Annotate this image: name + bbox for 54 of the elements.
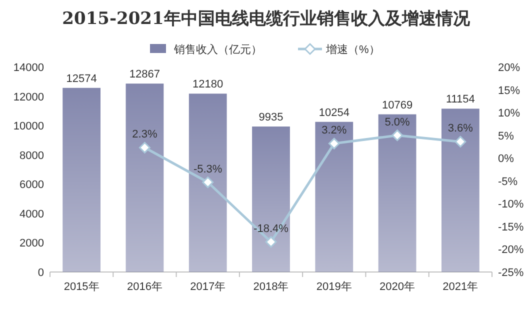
bar [252, 126, 290, 272]
bar [62, 88, 101, 272]
y-tick-label: 14000 [13, 62, 44, 74]
y2-tick-label: -25% [498, 267, 524, 279]
x-tick-label: 2016年 [126, 281, 162, 293]
y2-tick-label: 10% [498, 108, 520, 120]
data-label: 11154 [446, 94, 475, 106]
y2-tick-label: 5% [498, 130, 514, 142]
data-label: -18.4% [254, 222, 289, 235]
data-label: 5.0% [384, 116, 410, 128]
y2-tick-label: 20% [498, 62, 520, 74]
y-tick-label: 10000 [13, 120, 44, 133]
data-label: 12574 [66, 72, 97, 85]
y-tick-label: 6000 [20, 179, 44, 192]
data-label: 2.3% [132, 128, 158, 141]
data-label: 10254 [318, 106, 350, 119]
y2-tick-label: -5% [498, 176, 518, 188]
point [265, 236, 277, 248]
data-label: 9935 [258, 112, 284, 124]
x-tick-label: 2017年 [190, 281, 226, 293]
point [328, 138, 340, 150]
y2-tick-label: -20% [498, 244, 524, 256]
point [454, 136, 466, 148]
bar [188, 94, 227, 272]
bar [126, 84, 164, 272]
bar [441, 108, 480, 272]
y-tick-label: 2000 [20, 238, 44, 250]
y2-tick-label: -10% [498, 198, 524, 211]
data-label: 10769 [382, 99, 413, 112]
chart-title: 2015-2021年中国电线电缆行业销售收入及增速情况 [62, 9, 471, 29]
x-tick-label: 2021年 [442, 281, 478, 293]
point [138, 142, 150, 154]
y2-tick-label: -15% [498, 221, 524, 234]
x-tick-label: 2019年 [316, 281, 352, 293]
point [202, 176, 214, 188]
point [392, 130, 404, 142]
y-tick-label: 8000 [20, 150, 44, 162]
bar [378, 114, 416, 272]
x-tick-label: 2020年 [380, 281, 416, 293]
data-label: 3.6% [448, 122, 474, 135]
y-tick-label: 4000 [20, 208, 44, 220]
bar [315, 122, 354, 272]
legend-label: 销售收入（亿元） [173, 43, 262, 56]
x-tick-label: 2015年 [64, 281, 100, 293]
x-tick-label: 2018年 [253, 281, 289, 293]
y2-tick-label: 0% [498, 153, 514, 166]
data-label: 12867 [129, 68, 160, 81]
y-tick-label: 0 [38, 267, 44, 279]
data-label: 12180 [192, 78, 224, 91]
data-label: 3.2% [322, 124, 347, 137]
y-tick-label: 12000 [13, 91, 44, 104]
data-label: -5.3% [193, 163, 222, 176]
y2-tick-label: 15% [498, 84, 520, 97]
legend-label: 增速（%） [325, 43, 380, 56]
